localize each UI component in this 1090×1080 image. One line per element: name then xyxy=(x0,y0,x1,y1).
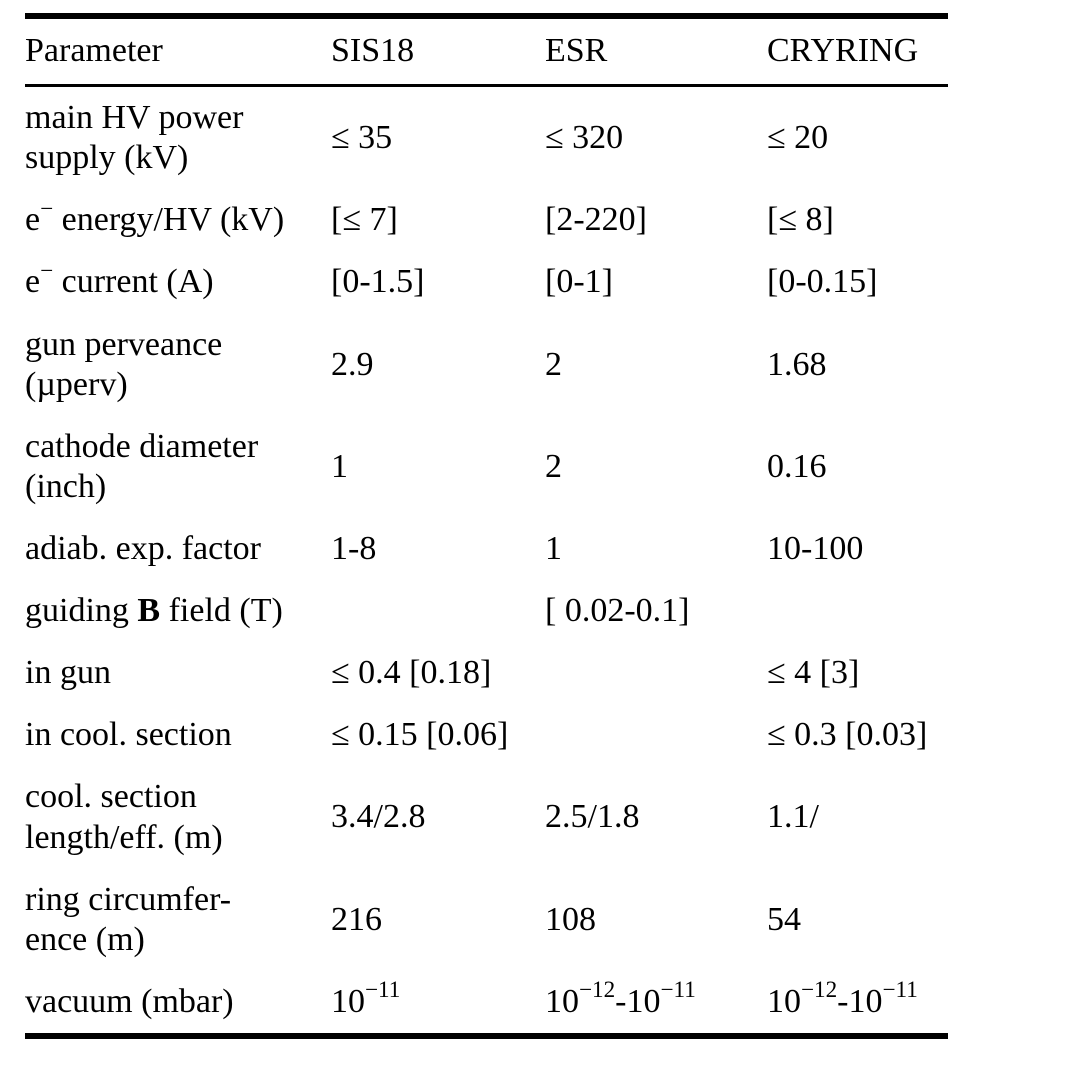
table-header-row: Parameter SIS18 ESR CRYRING xyxy=(25,16,948,88)
value-cell-cryring: 1.1/ xyxy=(767,798,819,836)
value-cell-cryring: 54 xyxy=(767,900,801,938)
table-row: gun perveance (µperv) 2.9 2 1.68 xyxy=(25,314,948,416)
table-row: main HV power supply (kV) ≤ 35 ≤ 320 ≤ 2… xyxy=(25,86,948,190)
value-cell-sis18: 3.4/2.8 xyxy=(331,798,426,836)
column-header-parameter: Parameter xyxy=(25,16,331,88)
table-row: adiab. exp. factor 1-8 1 10-100 xyxy=(25,518,948,580)
param-cell: in cool. section xyxy=(25,716,232,754)
table-row: cathode diameter (inch) 1 2 0.16 xyxy=(25,416,948,518)
table-row: cool. section length/eff. (m) 3.4/2.8 2.… xyxy=(25,766,948,868)
param-cell: in gun xyxy=(25,654,111,692)
value-cell-sis18: 216 xyxy=(331,900,382,938)
value-cell-sis18: 1-8 xyxy=(331,529,377,567)
value-cell-cryring: 1.68 xyxy=(767,345,827,383)
value-cell-esr: 2.5/1.8 xyxy=(545,798,640,836)
value-cell-esr: ≤ 320 xyxy=(545,119,624,157)
value-cell-cryring: [≤ 8] xyxy=(767,201,834,239)
value-cell-esr: 2 xyxy=(545,345,562,383)
value-cell-sis18: 1 xyxy=(331,447,348,485)
table-row: in gun ≤ 0.4 [0.18] ≤ 4 [3] xyxy=(25,642,948,704)
value-cell-sis18: ≤ 35 xyxy=(331,119,393,157)
param-cell: e− current (A) xyxy=(25,257,214,301)
value-cell-cryring: ≤ 4 [3] xyxy=(767,654,860,692)
param-cell: cathode diameter (inch) xyxy=(25,427,259,505)
value-cell-esr: 1 xyxy=(545,529,562,567)
table-row: e− current (A) [0-1.5] [0-1] [0-0.15] xyxy=(25,251,948,313)
value-cell-sis18: ≤ 0.4 [0.18] xyxy=(331,654,492,692)
value-cell-cryring: 10−12-10−11 xyxy=(767,977,918,1020)
column-header-esr: ESR xyxy=(545,16,767,88)
value-cell-esr: 108 xyxy=(545,900,596,938)
param-cell: vacuum (mbar) xyxy=(25,982,234,1020)
value-cell-esr: 10−12-10−11 xyxy=(545,977,696,1020)
value-cell-cryring: [0-0.15] xyxy=(767,263,878,301)
value-cell-sis18: 2.9 xyxy=(331,345,374,383)
value-cell-sis18: ≤ 0.15 [0.06] xyxy=(331,716,509,754)
param-cell: guiding B field (T) xyxy=(25,592,283,630)
value-cell-esr xyxy=(545,642,767,704)
parameters-table: Parameter SIS18 ESR CRYRING main HV powe… xyxy=(25,13,948,1039)
value-cell-esr: [ 0.02-0.1] xyxy=(545,592,690,630)
param-cell: e− energy/HV (kV) xyxy=(25,195,285,239)
table-row: in cool. section ≤ 0.15 [0.06] ≤ 0.3 [0.… xyxy=(25,704,948,766)
value-cell-esr xyxy=(545,704,767,766)
table-row: guiding B field (T) [ 0.02-0.1] xyxy=(25,580,948,642)
value-cell-cryring: ≤ 20 xyxy=(767,119,829,157)
value-cell-sis18: [0-1.5] xyxy=(331,263,425,301)
value-cell-esr: 2 xyxy=(545,447,562,485)
param-cell: cool. section length/eff. (m) xyxy=(25,778,223,856)
table-row: ring circumfer- ence (m) 216 108 54 xyxy=(25,869,948,971)
column-header-sis18: SIS18 xyxy=(331,16,545,88)
param-cell: adiab. exp. factor xyxy=(25,529,261,567)
table-row: e− energy/HV (kV) [≤ 7] [2-220] [≤ 8] xyxy=(25,189,948,251)
param-cell: ring circumfer- ence (m) xyxy=(25,880,232,958)
value-cell-cryring: ≤ 0.3 [0.03] xyxy=(767,716,928,754)
value-cell-sis18: [≤ 7] xyxy=(331,201,398,239)
value-cell-cryring: 0.16 xyxy=(767,447,827,485)
value-cell-sis18: 10−11 xyxy=(331,977,401,1020)
value-cell-sis18 xyxy=(331,580,545,642)
value-cell-esr: [0-1] xyxy=(545,263,613,301)
param-cell: main HV power supply (kV) xyxy=(25,99,244,177)
param-cell: gun perveance (µperv) xyxy=(25,325,223,403)
table-row: vacuum (mbar) 10−11 10−12-10−11 10−12-10… xyxy=(25,971,948,1036)
value-cell-cryring: 10-100 xyxy=(767,529,864,567)
value-cell-esr: [2-220] xyxy=(545,201,647,239)
value-cell-cryring xyxy=(767,580,948,642)
column-header-cryring: CRYRING xyxy=(767,16,948,88)
page: Parameter SIS18 ESR CRYRING main HV powe… xyxy=(25,13,948,1039)
